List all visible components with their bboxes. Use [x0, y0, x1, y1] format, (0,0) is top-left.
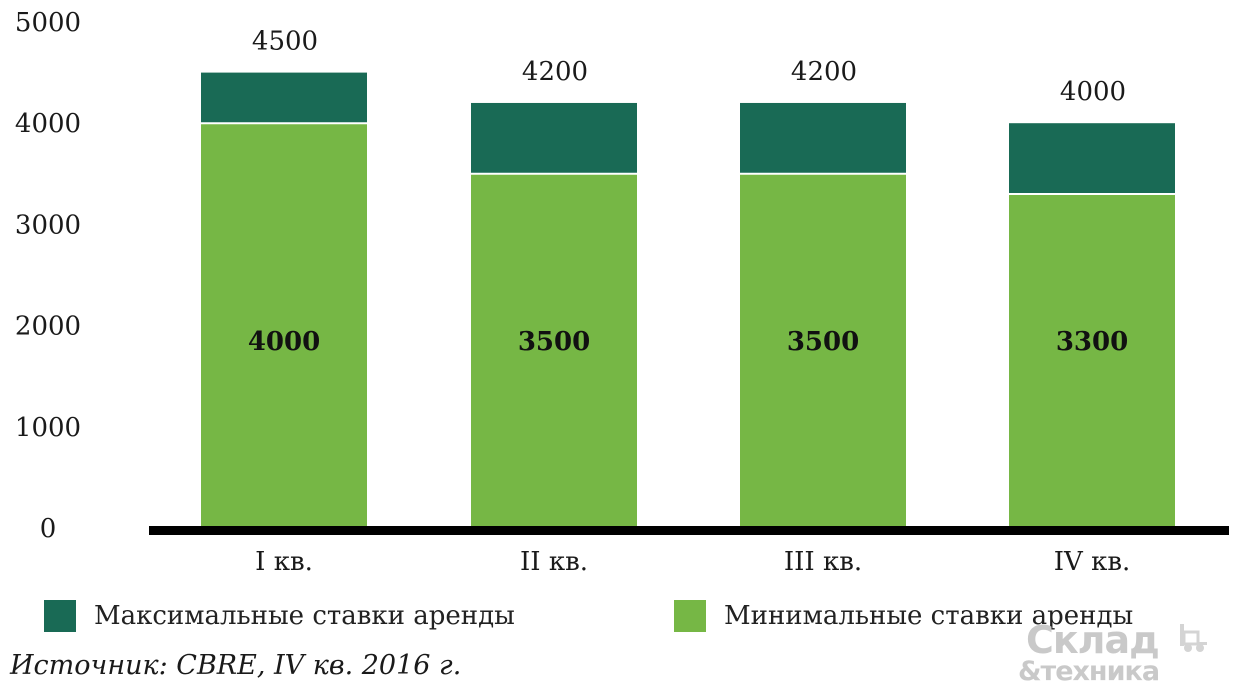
x-tick-label: I кв. — [255, 547, 313, 577]
legend-label-max: Максимальные ставки аренды — [94, 601, 515, 631]
logo: Склад &техника — [1018, 618, 1230, 690]
data-label-total: 4200 — [791, 57, 857, 87]
bar-max — [471, 102, 637, 174]
y-tick-label: 0 — [40, 514, 57, 544]
y-tick-label: 3000 — [15, 210, 81, 240]
data-label-min: 3500 — [518, 327, 590, 357]
x-tick-label: III кв. — [784, 547, 862, 577]
bar-max — [1009, 123, 1175, 195]
x-tick-label: IV кв. — [1054, 547, 1130, 577]
bar-min — [1009, 194, 1175, 529]
y-tick-label: 4000 — [15, 109, 81, 139]
forklift-icon — [1180, 624, 1207, 652]
data-label-total: 4000 — [1060, 77, 1126, 107]
legend-swatch-max — [44, 600, 76, 632]
y-tick-label: 5000 — [15, 8, 81, 38]
bar-max — [201, 72, 367, 124]
legend-swatch-min — [674, 600, 706, 632]
bar-min — [471, 173, 637, 529]
logo-line1: Склад — [1026, 618, 1160, 662]
bar-max — [740, 102, 906, 174]
legend-item-min: Минимальные ставки аренды — [674, 600, 1133, 632]
legend-item-max: Максимальные ставки аренды — [44, 600, 515, 632]
bar-min — [201, 123, 367, 528]
y-tick-label: 1000 — [15, 413, 81, 443]
bar-min — [740, 173, 906, 529]
y-tick-label: 2000 — [15, 312, 81, 342]
data-label-total: 4200 — [522, 57, 588, 87]
data-label-min: 3300 — [1056, 327, 1128, 357]
data-label-min: 3500 — [787, 327, 859, 357]
x-axis-line — [149, 526, 1229, 535]
data-label-total: 4500 — [252, 27, 318, 57]
logo-line2: &техника — [1018, 656, 1160, 687]
chart: 0 1000 2000 3000 4000 5000 4000 4500 I кв. 3500 42… — [15, 8, 1229, 577]
x-tick-label: II кв. — [520, 547, 588, 577]
source-note: Источник: CBRE, IV кв. 2016 г. — [10, 650, 462, 681]
legend-label-min: Минимальные ставки аренды — [724, 601, 1134, 631]
legend: Максимальные ставки аренды Минимальные с… — [44, 600, 1194, 640]
data-label-min: 4000 — [248, 327, 320, 357]
